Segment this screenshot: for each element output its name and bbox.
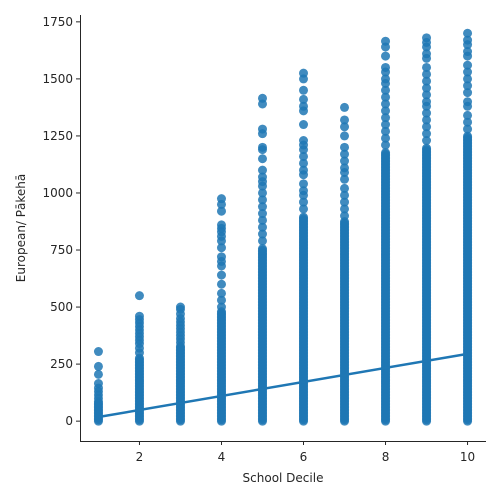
data-point — [299, 120, 308, 129]
y-axis-label: European/ Pākehā — [14, 174, 28, 282]
data-point — [463, 111, 472, 120]
data-point — [463, 97, 472, 106]
data-point — [258, 244, 267, 253]
y-tick-label: 250 — [50, 357, 73, 371]
data-point — [340, 103, 349, 112]
data-point — [381, 37, 390, 46]
data-point — [217, 289, 226, 298]
data-point — [422, 144, 431, 153]
data-point — [94, 379, 103, 388]
data-point — [381, 63, 390, 72]
data-point — [217, 252, 226, 261]
x-tick-label: 4 — [218, 450, 226, 464]
data-point — [422, 63, 431, 72]
data-point — [258, 125, 267, 134]
data-point — [463, 61, 472, 70]
x-tick-label: 8 — [382, 450, 390, 464]
y-tick-label: 1750 — [42, 15, 73, 29]
data-point — [463, 29, 472, 38]
y-tick-label: 1250 — [42, 129, 73, 143]
data-point — [94, 362, 103, 371]
data-point — [299, 179, 308, 188]
data-point — [299, 136, 308, 145]
x-tick-label: 6 — [300, 450, 308, 464]
data-point — [299, 69, 308, 78]
regression-line — [98, 354, 467, 417]
x-axis-label: School Decile — [243, 471, 324, 485]
data-point — [135, 312, 144, 321]
x-axis-ticks: 2 4 6 8 10 — [136, 441, 476, 464]
x-tick-label: 10 — [460, 450, 475, 464]
data-point — [299, 213, 308, 222]
data-point — [299, 86, 308, 95]
data-point — [340, 184, 349, 193]
data-point — [340, 143, 349, 152]
data-point — [258, 154, 267, 163]
data-point — [258, 94, 267, 103]
x-tick-label: 2 — [136, 450, 144, 464]
data-point — [135, 291, 144, 300]
data-point — [217, 194, 226, 203]
data-point — [258, 143, 267, 152]
data-point — [340, 115, 349, 124]
data-point — [94, 370, 103, 379]
y-axis-ticks: 0 250 500 750 1000 1250 1500 1750 — [42, 15, 80, 428]
data-point — [258, 166, 267, 175]
data-point — [340, 131, 349, 140]
data-point — [217, 220, 226, 229]
y-tick-label: 500 — [50, 300, 73, 314]
data-point — [381, 52, 390, 61]
data-points — [94, 29, 472, 426]
y-tick-label: 0 — [65, 414, 73, 428]
data-point — [217, 280, 226, 289]
y-tick-label: 750 — [50, 243, 73, 257]
data-point — [94, 347, 103, 356]
data-point — [176, 303, 185, 312]
data-point — [422, 33, 431, 42]
data-point — [217, 271, 226, 280]
y-tick-label: 1500 — [42, 72, 73, 86]
data-point — [299, 95, 308, 104]
y-tick-label: 1000 — [42, 186, 73, 200]
regression-line-layer — [98, 354, 467, 417]
